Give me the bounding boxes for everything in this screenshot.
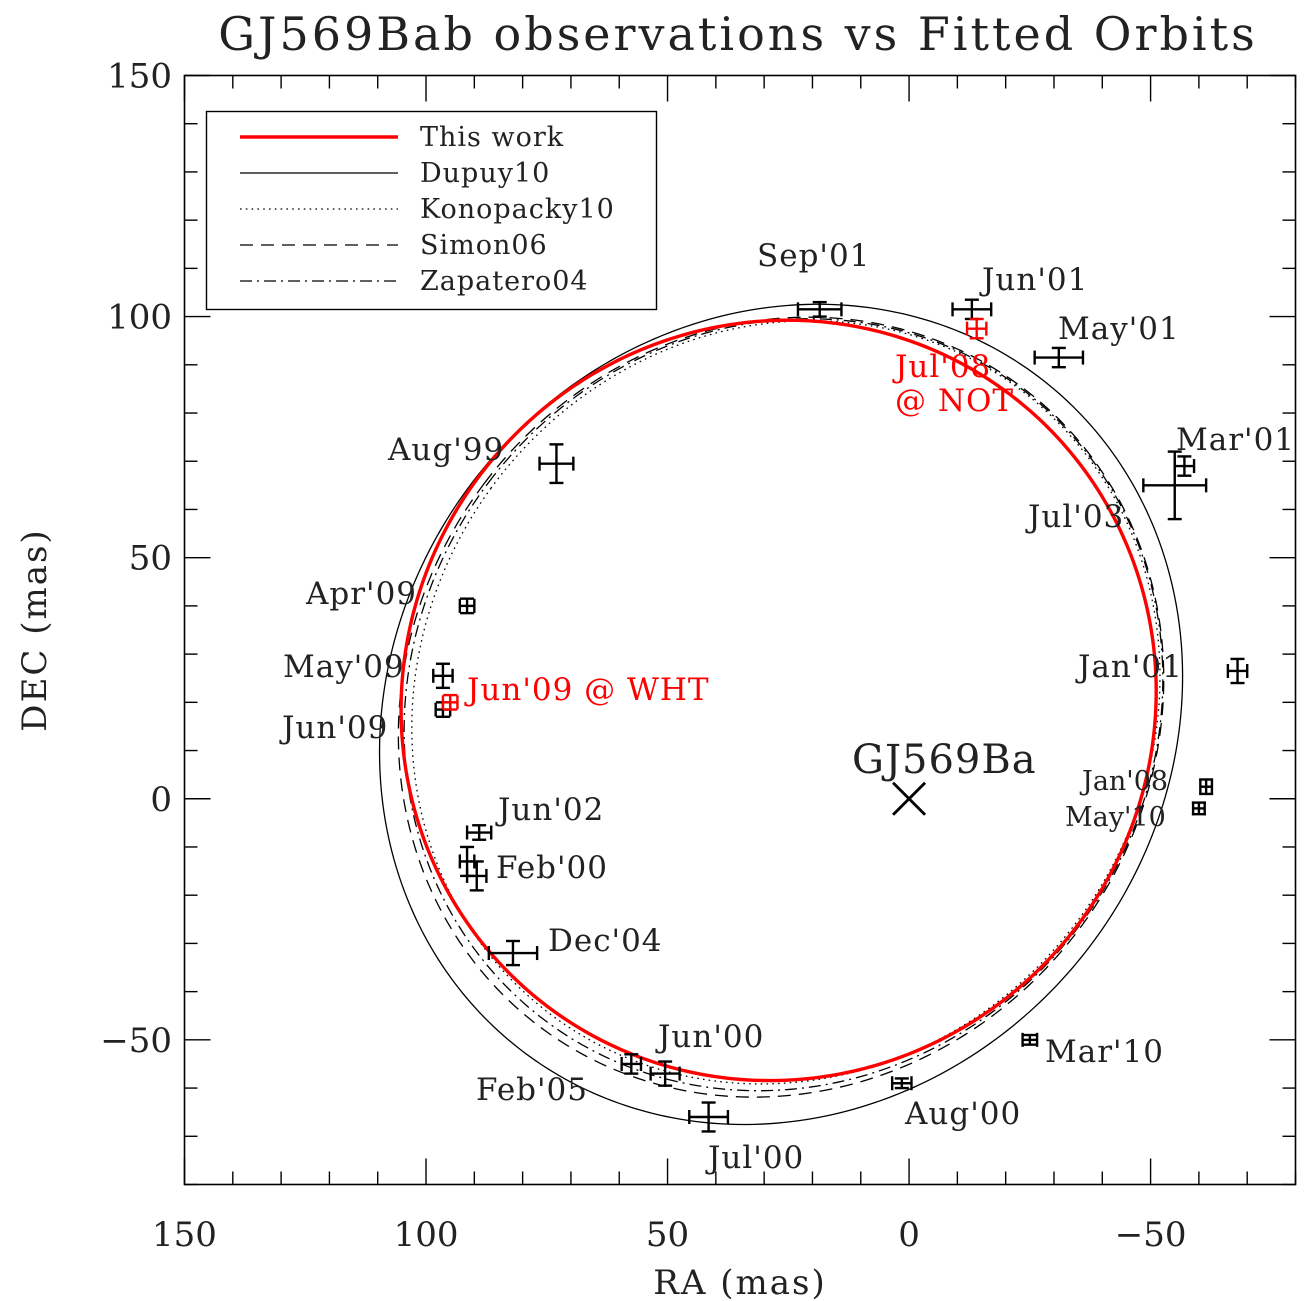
legend-box xyxy=(205,110,658,311)
y-tick-label: 50 xyxy=(129,539,172,579)
x-tick-label: 0 xyxy=(898,1215,920,1255)
x-tick-label: 100 xyxy=(394,1215,459,1255)
y-tick-label: −50 xyxy=(100,1021,172,1061)
observation-point xyxy=(1191,801,1206,816)
legend-label: Dupuy10 xyxy=(420,158,550,189)
observation-point xyxy=(458,845,476,878)
y-axis-label: DEC (mas) xyxy=(15,528,55,731)
y-tick-label: 0 xyxy=(150,780,172,820)
observation-label: Jun'00 xyxy=(655,1019,764,1055)
y-tick-label: 100 xyxy=(107,298,172,338)
observation-label: Mar'01 xyxy=(1176,422,1295,458)
orbit-konopacky10 xyxy=(411,320,1161,1085)
legend-label: Zapatero04 xyxy=(420,266,589,297)
legend-label: Simon06 xyxy=(420,230,548,261)
observation-label: Jun'09 xyxy=(279,710,388,746)
observation-label: May'10 xyxy=(1065,802,1166,833)
x-tick-label: 50 xyxy=(646,1215,689,1255)
observation-point xyxy=(458,597,476,615)
orbit-curves xyxy=(378,303,1184,1126)
legend-label: Konopacky10 xyxy=(420,194,615,225)
observation-labels: Sep'01 Jun'01 May'01 Mar'01 Jul'03 Jan'01 Jan'… xyxy=(279,238,1295,1176)
observation-point xyxy=(487,939,539,967)
observation-point xyxy=(465,824,493,841)
axis-ticks xyxy=(183,74,1297,1186)
plot-frame xyxy=(183,74,1297,1186)
center-object-label: GJ569Ba xyxy=(852,737,1037,783)
x-tick-label: −50 xyxy=(1115,1215,1187,1255)
center-marker xyxy=(892,781,927,816)
tick-labels: 150 100 50 0 −50 150 100 50 0 −50 xyxy=(100,57,1186,1256)
observation-point xyxy=(1199,778,1214,796)
observation-point xyxy=(1142,450,1208,521)
observation-label: Aug'00 xyxy=(904,1096,1021,1132)
observation-label: Jul'08 @ NOT xyxy=(892,349,1014,419)
observation-point xyxy=(965,317,988,340)
observation-label: Feb'00 xyxy=(496,850,608,886)
observation-point xyxy=(432,662,454,690)
x-axis-label: RA (mas) xyxy=(653,1263,826,1301)
observation-point xyxy=(1173,455,1196,477)
observation-label: Sep'01 xyxy=(757,238,870,274)
observation-point xyxy=(951,298,993,321)
observation-point xyxy=(688,1101,730,1133)
observation-label: Dec'04 xyxy=(548,923,663,959)
y-tick-label: 150 xyxy=(107,57,172,97)
observation-point xyxy=(1021,1032,1039,1047)
observation-point xyxy=(649,1060,681,1087)
observation-point xyxy=(620,1053,643,1075)
observation-label: Jan'08 xyxy=(1079,766,1168,797)
observation-point xyxy=(890,1076,913,1091)
observation-label: May'01 xyxy=(1058,311,1180,347)
observation-label: May'09 xyxy=(283,649,405,685)
observation-label: Aug'99 xyxy=(387,432,504,468)
legend: This work Dupuy10 Konopacky10 Simon06 Zapate… xyxy=(205,110,658,311)
observation-point xyxy=(441,693,459,711)
x-tick-label: 150 xyxy=(152,1215,217,1255)
observation-label: Jun'02 xyxy=(495,792,604,828)
orbit-this work xyxy=(399,318,1158,1083)
observation-point xyxy=(538,443,575,485)
observation-label: Apr'09 xyxy=(305,576,417,612)
orbit-dupuy10 xyxy=(378,303,1184,1126)
observation-point xyxy=(1226,657,1249,685)
observation-label: Jul'00 xyxy=(705,1140,804,1176)
observation-label: Mar'10 xyxy=(1045,1034,1164,1070)
chart-title: GJ569Bab observations vs Fitted Orbits xyxy=(218,7,1257,61)
observation-label: Jun'09 @ WHT xyxy=(464,672,710,708)
legend-label: This work xyxy=(420,122,564,153)
observation-label: Jun'01 xyxy=(979,262,1088,298)
observation-label: Jul'03 xyxy=(1025,499,1124,535)
orbit-simon06 xyxy=(397,316,1165,1098)
observation-label: Jan'01 xyxy=(1075,649,1183,685)
observation-point xyxy=(1033,346,1085,369)
observations xyxy=(432,298,1249,1133)
center-object: GJ569Ba xyxy=(852,737,1037,816)
observation-point xyxy=(796,300,843,318)
observation-label: Feb'05 xyxy=(476,1072,588,1108)
